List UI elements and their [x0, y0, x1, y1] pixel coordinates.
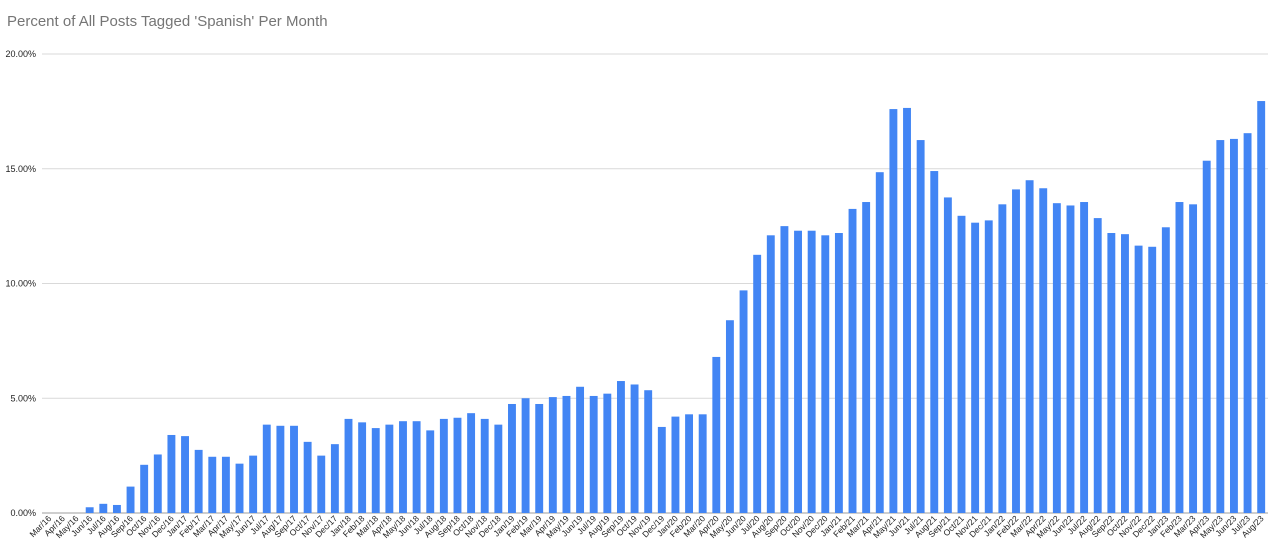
bar-oct-17: [303, 441, 312, 513]
bar-oct-21: [957, 215, 966, 514]
bar-aug-21: [930, 171, 939, 514]
bar-aug-22: [1093, 218, 1102, 513]
bar-apr-23: [1202, 160, 1211, 513]
y-tick-label: 5.00%: [10, 393, 36, 403]
bar-jul-23: [1243, 133, 1252, 514]
bar-jan-18: [344, 418, 353, 513]
bar-jan-22: [998, 204, 1007, 513]
bar-dec-17: [330, 444, 339, 513]
bar-mar-19: [535, 403, 544, 513]
bar-jan-19: [508, 403, 516, 513]
bar-jan-20: [671, 416, 680, 513]
bar-oct-20: [794, 230, 802, 513]
y-tick-label: 20.00%: [5, 49, 36, 59]
bar-feb-18: [358, 422, 367, 513]
bar-sep-20: [780, 226, 789, 513]
bar-apr-21: [875, 172, 884, 513]
bar-feb-23: [1175, 202, 1184, 513]
bar-sep-19: [616, 381, 625, 513]
bar-mar-18: [371, 428, 380, 513]
bar-jun-21: [903, 107, 911, 514]
bar-jan-21: [834, 233, 843, 513]
bar-mar-22: [1025, 180, 1034, 513]
bar-aug-16: [112, 504, 121, 513]
bar-dec-21: [984, 220, 993, 513]
bar-mar-17: [208, 456, 217, 513]
bar-oct-19: [630, 384, 639, 513]
bar-apr-19: [548, 397, 557, 513]
bar-mar-20: [698, 414, 707, 513]
bar-nov-19: [644, 390, 653, 513]
bar-nov-21: [971, 222, 980, 513]
bar-jul-20: [753, 254, 762, 513]
bar-may-17: [235, 463, 244, 513]
bar-jun-23: [1229, 138, 1238, 514]
bar-nov-17: [317, 455, 326, 513]
bar-jun-20: [739, 290, 748, 513]
bar-oct-18: [467, 413, 476, 513]
bar-sep-16: [126, 486, 135, 513]
bar-feb-20: [685, 414, 694, 513]
bar-aug-23: [1257, 101, 1266, 514]
bar-jan-17: [181, 436, 189, 513]
bar-feb-19: [521, 398, 530, 513]
bar-feb-21: [848, 208, 857, 513]
bar-nov-20: [807, 230, 816, 513]
y-tick-label: 0.00%: [10, 508, 36, 518]
bar-jun-19: [576, 386, 585, 513]
bar-apr-22: [1039, 188, 1048, 513]
bar-may-21: [889, 109, 898, 513]
bar-jul-16: [99, 503, 108, 513]
bar-sep-18: [453, 417, 462, 513]
bar-sep-17: [290, 425, 298, 513]
bar-apr-18: [385, 424, 394, 513]
bar-apr-17: [221, 456, 230, 513]
bar-apr-20: [712, 356, 721, 513]
bar-oct-16: [140, 464, 149, 513]
bar-jul-21: [916, 140, 925, 513]
bar-may-20: [725, 320, 734, 513]
bar-jun-18: [412, 421, 421, 513]
bar-dec-18: [494, 424, 503, 513]
y-tick-label: 15.00%: [5, 164, 36, 174]
bar-jun-16: [85, 507, 94, 513]
bar-may-18: [399, 421, 407, 513]
bar-sep-22: [1107, 233, 1116, 513]
bar-dec-19: [657, 426, 666, 513]
bar-aug-18: [439, 418, 448, 513]
bar-aug-17: [276, 425, 285, 513]
bar-nov-16: [153, 454, 162, 513]
bar-jun-17: [249, 455, 258, 513]
bar-may-19: [562, 395, 571, 513]
bar-jan-23: [1161, 227, 1170, 513]
bar-jun-22: [1066, 205, 1075, 513]
bar-jul-17: [262, 424, 271, 513]
bar-may-22: [1052, 203, 1061, 514]
y-tick-label: 10.00%: [5, 279, 36, 289]
bar-mar-23: [1189, 204, 1198, 513]
bar-nov-22: [1134, 245, 1143, 513]
bar-dec-16: [167, 434, 176, 513]
bar-may-23: [1216, 140, 1225, 513]
bar-feb-22: [1012, 189, 1020, 513]
bar-dec-22: [1148, 246, 1157, 513]
bar-sep-21: [943, 197, 952, 513]
bar-oct-22: [1121, 234, 1129, 513]
chart-title: Percent of All Posts Tagged 'Spanish' Pe…: [7, 13, 328, 30]
bar-nov-18: [480, 418, 489, 513]
bar-jul-22: [1080, 202, 1089, 513]
bar-jul-18: [426, 430, 435, 513]
bar-feb-17: [194, 449, 203, 513]
bar-jul-19: [589, 395, 598, 513]
bar-aug-19: [603, 393, 612, 513]
bar-aug-20: [766, 235, 775, 513]
bar-mar-21: [862, 202, 871, 513]
bar-dec-20: [821, 235, 830, 513]
